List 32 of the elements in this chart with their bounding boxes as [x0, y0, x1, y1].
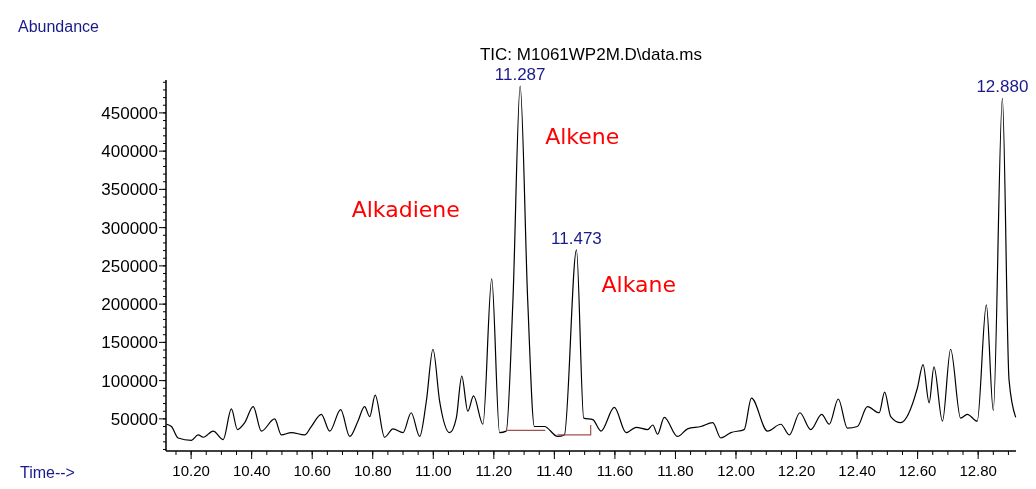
y-tick-label: 50000: [110, 409, 158, 429]
x-tick-label: 11.20: [475, 462, 513, 479]
y-tick-label: 400000: [101, 142, 158, 162]
x-tick-label: 10.60: [293, 462, 331, 479]
x-tick-label: 12.60: [898, 462, 937, 479]
y-tick-label: 250000: [101, 256, 158, 276]
y-tick-label: 100000: [101, 371, 158, 391]
x-axis-title: Time-->: [20, 464, 75, 481]
y-tick-label: 450000: [101, 103, 158, 123]
x-tick-label: 10.80: [353, 462, 392, 479]
x-tick-label: 12.40: [838, 462, 876, 479]
y-tick-label: 200000: [101, 295, 158, 315]
x-tick-label: 11.40: [536, 462, 573, 479]
annotation: Alkane: [601, 271, 676, 297]
x-tick-label: 10.40: [232, 462, 271, 479]
annotation: 12.880: [976, 77, 1029, 97]
chart-title: TIC: M1061WP2M.D\data.ms: [479, 45, 703, 64]
y-axis-title: Abundance: [18, 18, 100, 35]
y-tick-label: 300000: [101, 218, 158, 238]
annotation: Alkene: [545, 124, 620, 150]
x-tick-label: 10.20: [172, 462, 210, 479]
x-tick-label: 12.80: [959, 462, 997, 479]
y-tick-label: 150000: [101, 333, 158, 353]
annotation: Alkadiene: [351, 196, 460, 222]
annotation: 11.287: [494, 65, 546, 85]
x-tick-label: 11.80: [657, 462, 694, 479]
x-tick-label: 12.20: [777, 462, 816, 479]
x-tick-label: 11.60: [596, 462, 634, 479]
y-tick-label: 350000: [101, 180, 158, 200]
x-tick-label: 11.00: [415, 462, 452, 479]
x-tick-label: 12.00: [717, 462, 755, 479]
annotation: 11.473: [551, 228, 602, 248]
